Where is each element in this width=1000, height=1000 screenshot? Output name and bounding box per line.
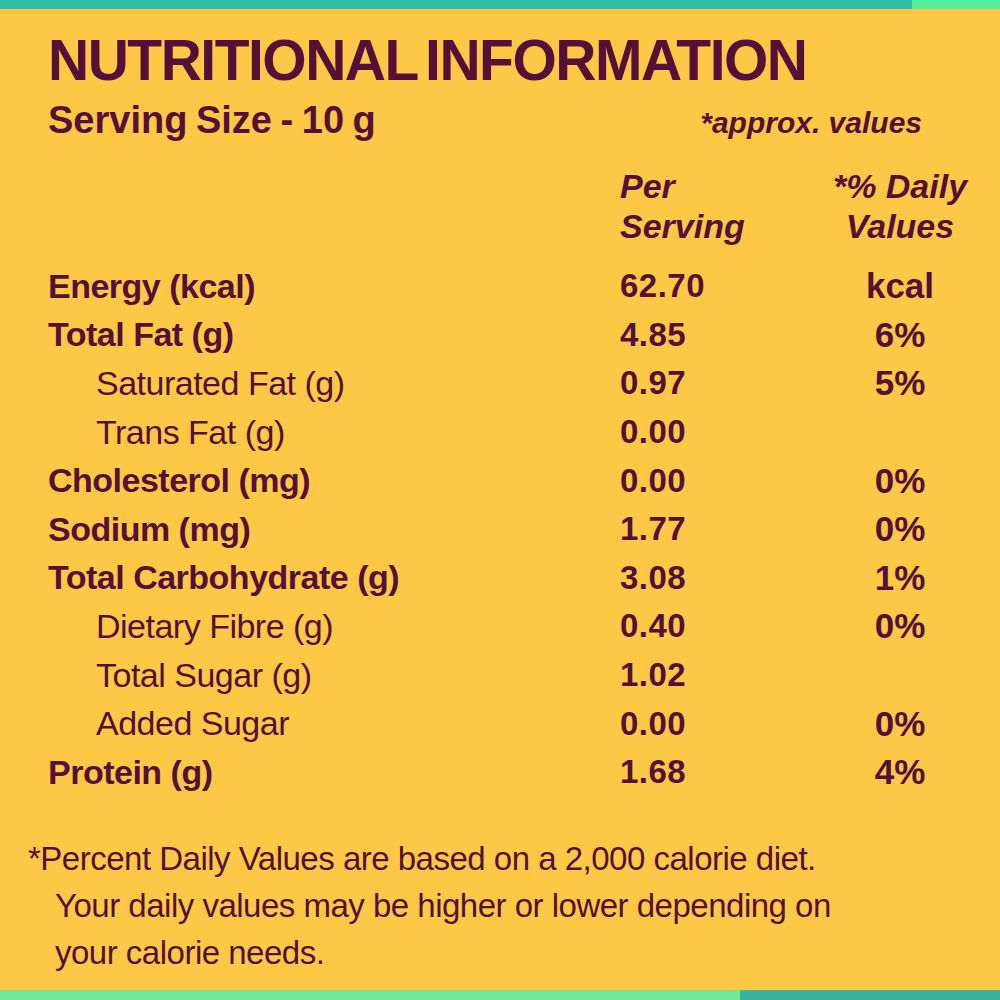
table-row: Cholesterol (mg) 0.00 0% [48, 456, 980, 505]
row-label: Protein (g) [48, 753, 620, 792]
row-daily-value: kcal [820, 266, 980, 306]
row-daily-value: 0% [820, 509, 980, 549]
table-row: Protein (g) 1.68 4% [48, 748, 980, 797]
table-row: Total Sugar (g) 1.02 [48, 651, 980, 700]
footnote-line: your calorie needs. [55, 929, 980, 976]
row-per-serving-value: 1.02 [620, 656, 820, 694]
row-per-serving-value: 3.08 [620, 559, 820, 597]
row-daily-value: 5% [820, 363, 980, 403]
table-row: Added Sugar 0.00 0% [48, 699, 980, 748]
table-row: Energy (kcal) 62.70 kcal [48, 262, 980, 311]
nutrition-table: Energy (kcal) 62.70 kcal Total Fat (g) 4… [48, 262, 980, 797]
approx-values-note: *approx. values [700, 106, 922, 140]
row-per-serving-value: 62.70 [620, 267, 820, 305]
row-per-serving-value: 1.77 [620, 510, 820, 548]
bottom-border-teal-segment [740, 990, 1000, 1000]
table-row: Dietary Fibre (g) 0.40 0% [48, 602, 980, 651]
row-label: Trans Fat (g) [48, 413, 620, 452]
top-border-strip [0, 0, 1000, 9]
row-per-serving-value: 0.00 [620, 413, 820, 451]
footnote-line: Your daily values may be higher or lower… [55, 882, 980, 929]
table-row: Total Fat (g) 4.85 6% [48, 311, 980, 360]
nutrition-label: NUTRITIONAL INFORMATION Serving Size - 1… [0, 0, 1000, 1000]
table-row: Sodium (mg) 1.77 0% [48, 505, 980, 554]
bottom-border-strip [0, 990, 1000, 1000]
row-daily-value: 6% [820, 315, 980, 355]
row-per-serving-value: 0.97 [620, 364, 820, 402]
bottom-border-green-segment [0, 990, 740, 1000]
table-row: Total Carbohydrate (g) 3.08 1% [48, 554, 980, 603]
table-row: Trans Fat (g) 0.00 [48, 408, 980, 457]
row-label: Energy (kcal) [48, 267, 620, 306]
label-content: NUTRITIONAL INFORMATION Serving Size - 1… [48, 9, 980, 976]
row-daily-value: 0% [820, 704, 980, 744]
row-per-serving-value: 0.00 [620, 705, 820, 743]
top-border-teal-segment [0, 0, 912, 9]
column-header-daily-values: *% Daily Values [820, 166, 980, 246]
row-label: Total Sugar (g) [48, 656, 620, 695]
footnote-line: *Percent Daily Values are based on a 2,0… [28, 835, 980, 882]
column-header-per-serving: Per Serving [620, 166, 760, 246]
row-daily-value: 0% [820, 461, 980, 501]
row-daily-value: 4% [820, 752, 980, 792]
row-daily-value: 1% [820, 558, 980, 598]
footnote: *Percent Daily Values are based on a 2,0… [48, 835, 980, 976]
row-label: Added Sugar [48, 704, 620, 743]
column-headers: Per Serving *% Daily Values [48, 166, 980, 246]
row-label: Dietary Fibre (g) [48, 607, 620, 646]
serving-size-text: Serving Size - 10 g [48, 99, 376, 142]
page-title: NUTRITIONAL INFORMATION [48, 29, 980, 91]
row-label: Saturated Fat (g) [48, 364, 620, 403]
row-per-serving-value: 0.00 [620, 462, 820, 500]
table-row: Saturated Fat (g) 0.97 5% [48, 359, 980, 408]
row-per-serving-value: 1.68 [620, 753, 820, 791]
row-label: Sodium (mg) [48, 510, 620, 549]
row-daily-value: 0% [820, 606, 980, 646]
serving-size-row: Serving Size - 10 g *approx. values [48, 99, 980, 142]
row-per-serving-value: 4.85 [620, 316, 820, 354]
row-per-serving-value: 0.40 [620, 607, 820, 645]
row-label: Total Fat (g) [48, 315, 620, 354]
row-label: Cholesterol (mg) [48, 461, 620, 500]
top-border-green-segment [912, 0, 1000, 9]
column-header-spacer [48, 166, 620, 246]
row-label: Total Carbohydrate (g) [48, 558, 620, 597]
